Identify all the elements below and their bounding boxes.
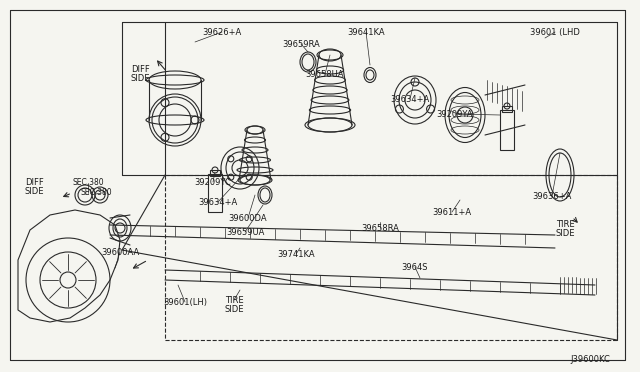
Text: 39659UA: 39659UA <box>226 228 264 237</box>
Text: 39634+A: 39634+A <box>198 198 237 207</box>
Text: 39634+A: 39634+A <box>390 95 429 104</box>
Bar <box>502 106 512 112</box>
Text: DIFF: DIFF <box>24 178 44 187</box>
Text: 39209YA: 39209YA <box>436 110 473 119</box>
Bar <box>500 110 514 150</box>
Text: 39601 (LHD: 39601 (LHD <box>530 28 580 37</box>
Text: 39209YC: 39209YC <box>195 178 232 187</box>
Text: 39626+A: 39626+A <box>202 28 242 37</box>
Text: SIDE: SIDE <box>224 305 244 314</box>
Text: J39600KC: J39600KC <box>570 355 610 364</box>
Bar <box>208 174 222 212</box>
Text: DIFF: DIFF <box>131 65 149 74</box>
Text: 39636+A: 39636+A <box>532 192 572 201</box>
Text: 39659RA: 39659RA <box>282 40 320 49</box>
Text: SEC.380: SEC.380 <box>72 178 104 187</box>
Text: 39611+A: 39611+A <box>433 208 472 217</box>
Text: SEC.380: SEC.380 <box>80 188 112 197</box>
Text: SIDE: SIDE <box>556 229 575 238</box>
Text: 39600DA: 39600DA <box>228 214 268 223</box>
Text: TIRE: TIRE <box>225 296 243 305</box>
Text: 39600AA: 39600AA <box>101 248 139 257</box>
Text: 39658RA: 39658RA <box>361 224 399 233</box>
Text: 39641KA: 39641KA <box>347 28 385 37</box>
Text: 39658UA: 39658UA <box>306 70 344 79</box>
Text: 39601(LH): 39601(LH) <box>163 298 207 307</box>
Bar <box>210 170 220 176</box>
Text: SIDE: SIDE <box>131 74 150 83</box>
Text: 39741KA: 39741KA <box>277 250 315 259</box>
Text: 3964S: 3964S <box>402 263 428 272</box>
Text: SIDE: SIDE <box>24 187 44 196</box>
Text: TIRE: TIRE <box>556 220 574 229</box>
